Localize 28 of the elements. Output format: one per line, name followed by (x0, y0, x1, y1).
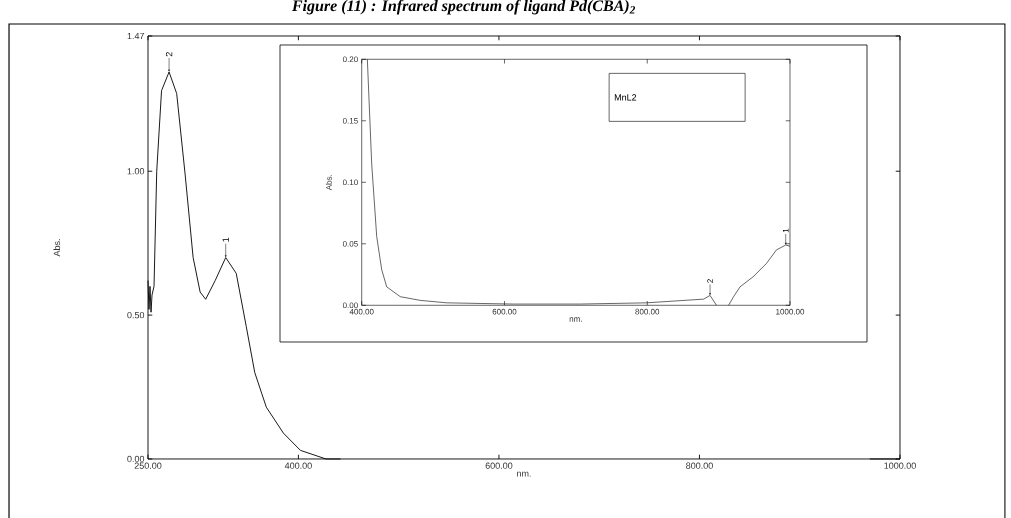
x-axis-title: nm. (517, 471, 531, 477)
y-tick-label: 0.20 (342, 56, 358, 63)
x-tick-label: 800.00 (686, 462, 713, 469)
y-tick-label: 0.00 (127, 455, 145, 463)
chart-title: Figure (11) : Infrared spectrum of ligand Pd(CBA)$_{2}$ (291, 0, 636, 15)
x-tick-label: 400.00 (349, 308, 374, 315)
x-axis-title: nm. (569, 317, 582, 322)
y-tick-label: 1.00 (127, 168, 145, 175)
annotation: MnL2 (614, 94, 637, 101)
annotation: 2 (165, 52, 173, 57)
x-tick-label: 800.00 (635, 308, 660, 315)
y-tick-label: 0.10 (342, 179, 358, 186)
x-tick-label: 600.00 (485, 462, 513, 469)
x-tick-label: 400.00 (284, 462, 312, 469)
y-tick-label: 0.05 (342, 240, 358, 247)
y-axis-title: Abs. (325, 175, 332, 191)
y-tick-label: 0.15 (342, 117, 358, 124)
y-axis-title: Abs. (53, 239, 61, 257)
x-tick-label: 250.00 (134, 462, 162, 469)
annotation: 1 (222, 237, 229, 242)
annotation: 2 (707, 279, 713, 283)
annotation: 1 (782, 228, 789, 233)
y-tick-label: 0.00 (342, 302, 358, 309)
x-tick-label: 1000.00 (884, 462, 916, 469)
y-tick-label: 0.50 (127, 311, 145, 319)
y-tick-label: 1.47 (127, 32, 145, 40)
x-tick-label: 600.00 (492, 308, 517, 315)
x-tick-label: 1000.00 (776, 308, 805, 315)
